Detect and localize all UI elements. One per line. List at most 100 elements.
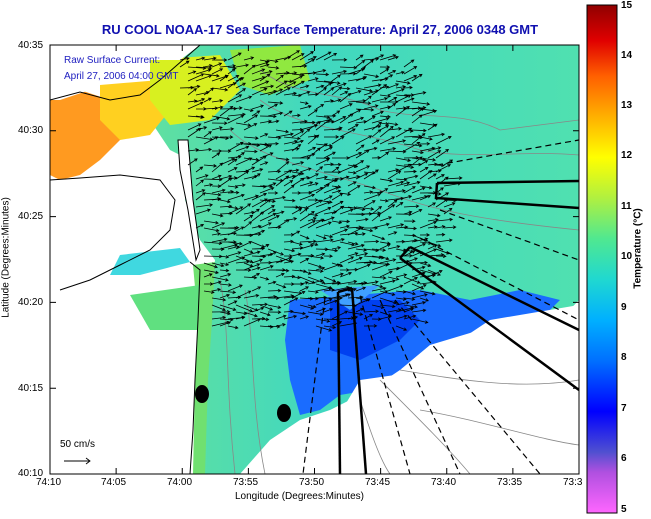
- current-vector: [219, 321, 232, 327]
- current-vector: [331, 162, 342, 167]
- current-vector: [219, 255, 230, 259]
- current-vector: [427, 244, 438, 250]
- current-vector: [435, 238, 453, 243]
- current-vector: [387, 168, 400, 173]
- current-vector: [299, 296, 314, 301]
- current-vector: [211, 297, 227, 302]
- current-vector: [307, 55, 317, 61]
- current-vector: [243, 114, 259, 124]
- current-vector: [403, 85, 413, 90]
- current-vector: [395, 127, 413, 138]
- current-vector: [347, 241, 359, 246]
- current-vector: [363, 59, 374, 68]
- current-vector: [227, 251, 242, 257]
- current-vector: [227, 241, 243, 246]
- current-vector: [331, 110, 341, 117]
- current-vector: [323, 99, 334, 103]
- current-vector: [419, 185, 433, 190]
- current-vector: [411, 318, 429, 324]
- current-vector: [219, 268, 230, 273]
- current-vector: [323, 195, 333, 201]
- current-vector: [379, 188, 389, 194]
- current-vector: [275, 268, 290, 273]
- current-vector: [427, 150, 442, 159]
- current-vector: [347, 226, 365, 236]
- current-vector: [227, 245, 240, 250]
- current-vector: [387, 122, 399, 127]
- current-vector: [331, 237, 345, 243]
- current-vector: [363, 314, 374, 320]
- current-vector: [243, 250, 261, 257]
- current-vector: [371, 286, 387, 292]
- current-vector: [371, 283, 384, 289]
- colorbar-tick: 10: [621, 251, 633, 262]
- current-vector: [307, 134, 318, 139]
- current-vector: [395, 163, 412, 173]
- current-vector: [363, 200, 376, 208]
- current-vector: [259, 276, 270, 281]
- current-vector: [355, 217, 369, 222]
- scale-arrow: [64, 457, 91, 465]
- current-vector: [387, 55, 399, 61]
- current-vector: [355, 144, 365, 152]
- current-vector: [355, 59, 366, 68]
- current-vector: [307, 173, 319, 180]
- y-tick-label: 40:20: [18, 297, 44, 308]
- current-vector: [419, 194, 432, 201]
- current-vector: [251, 192, 268, 201]
- current-vector: [339, 128, 356, 138]
- current-vector: [203, 56, 217, 61]
- current-vector: [315, 266, 326, 271]
- current-vector: [363, 185, 376, 190]
- current-vector: [347, 243, 365, 250]
- x-tick-label: 74:05: [101, 477, 127, 488]
- current-vector: [291, 75, 304, 82]
- current-vector: [371, 139, 380, 145]
- current-vector: [211, 105, 224, 110]
- current-vector: [411, 283, 425, 290]
- current-vector: [299, 210, 315, 222]
- y-tick-label: 40:25: [18, 211, 44, 222]
- current-vector: [259, 311, 271, 317]
- current-vector: [267, 280, 277, 285]
- current-vector: [251, 211, 265, 222]
- current-vector: [347, 171, 357, 175]
- x-tick-label: 74:00: [167, 477, 193, 488]
- current-vector: [339, 103, 353, 110]
- current-vector: [411, 156, 423, 166]
- current-vector: [275, 87, 291, 96]
- current-vector: [331, 58, 348, 62]
- current-vector: [219, 262, 230, 267]
- current-vector: [275, 129, 290, 134]
- current-vector: [379, 279, 396, 285]
- current-vector: [299, 286, 310, 292]
- current-vector: [251, 80, 270, 89]
- current-vector: [203, 116, 220, 124]
- current-vector: [419, 109, 438, 117]
- current-vector: [235, 268, 252, 272]
- current-vector: [379, 114, 391, 119]
- current-vector: [299, 120, 316, 125]
- current-vector: [379, 199, 389, 203]
- current-vector: [347, 311, 364, 316]
- current-vector: [251, 198, 268, 208]
- current-vector: [299, 104, 312, 110]
- current-vector: [275, 161, 290, 173]
- current-vector: [203, 164, 218, 168]
- colorbar-tick: 8: [621, 352, 627, 363]
- current-vector: [219, 293, 231, 299]
- current-vector: [395, 105, 410, 117]
- current-vector: [347, 116, 365, 124]
- current-vector: [235, 152, 245, 159]
- current-vector: [267, 119, 280, 124]
- current-vector: [363, 104, 379, 110]
- current-vector: [195, 147, 213, 152]
- current-vector: [275, 283, 287, 289]
- current-vector: [331, 281, 341, 286]
- current-vector: [211, 184, 222, 188]
- current-vector: [315, 221, 332, 229]
- current-vector: [371, 317, 382, 321]
- current-vector: [355, 232, 366, 236]
- current-vector: [275, 272, 285, 278]
